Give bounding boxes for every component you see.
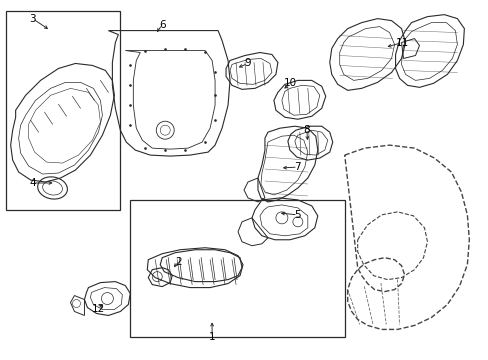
Text: 2: 2 — [175, 257, 181, 267]
Text: 12: 12 — [92, 305, 105, 315]
Text: 4: 4 — [29, 178, 36, 188]
Text: 5: 5 — [294, 210, 301, 220]
Text: 3: 3 — [29, 14, 36, 24]
Text: 10: 10 — [284, 78, 297, 88]
Text: 8: 8 — [303, 125, 309, 135]
Text: 6: 6 — [159, 19, 165, 30]
Bar — [6, 11, 120, 210]
Text: 11: 11 — [395, 37, 408, 48]
Text: 1: 1 — [208, 332, 215, 342]
Text: 7: 7 — [294, 162, 301, 172]
Bar — [130, 200, 344, 337]
Text: 9: 9 — [244, 58, 251, 68]
